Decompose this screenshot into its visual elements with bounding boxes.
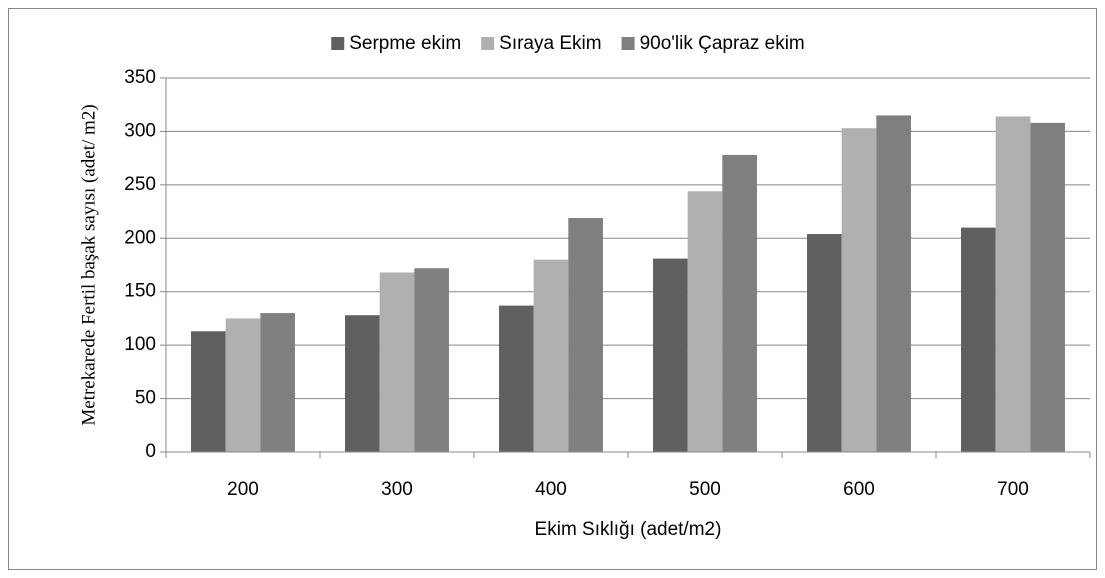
x-tick-label: 200 — [227, 479, 259, 500]
bar — [807, 234, 842, 452]
y-tick-label: 200 — [124, 227, 156, 248]
bar — [841, 128, 877, 453]
x-tick-label: 300 — [381, 479, 413, 500]
bar — [995, 116, 1031, 453]
y-tick-label: 0 — [145, 441, 156, 462]
bar — [345, 315, 380, 452]
x-axis-label: Ekim Sıklığı (adet/m2) — [535, 519, 722, 540]
bar — [568, 217, 603, 452]
legend-label: Serpme ekim — [349, 33, 461, 54]
bar — [414, 268, 449, 452]
bar — [499, 305, 534, 452]
legend-label: Sıraya Ekim — [499, 33, 601, 54]
bar — [653, 258, 688, 452]
y-tick-label: 300 — [124, 120, 156, 141]
bar — [533, 259, 569, 452]
bar — [876, 115, 911, 453]
bar — [260, 313, 295, 452]
bar — [961, 227, 996, 452]
x-tick-label: 400 — [535, 479, 567, 500]
bar — [191, 331, 226, 452]
legend-swatch — [481, 37, 495, 50]
y-tick-label: 150 — [124, 281, 156, 302]
x-tick-label: 600 — [843, 479, 875, 500]
y-tick-label: 50 — [135, 388, 156, 409]
bar — [1030, 122, 1065, 452]
y-tick-label: 100 — [124, 334, 156, 355]
y-axis-label: Metrekarede Fertil başak sayısı (adet/ m… — [78, 104, 99, 425]
legend-swatch — [331, 37, 345, 50]
y-tick-label: 250 — [124, 174, 156, 195]
x-tick-label: 700 — [997, 479, 1029, 500]
legend-swatch — [621, 37, 635, 50]
bar — [379, 272, 415, 452]
bar — [687, 191, 723, 453]
y-tick-label: 350 — [124, 67, 156, 88]
bar — [225, 318, 261, 452]
legend-label: 90o'lik Çapraz ekim — [640, 33, 805, 54]
bar — [722, 154, 757, 453]
x-tick-label: 500 — [689, 479, 721, 500]
